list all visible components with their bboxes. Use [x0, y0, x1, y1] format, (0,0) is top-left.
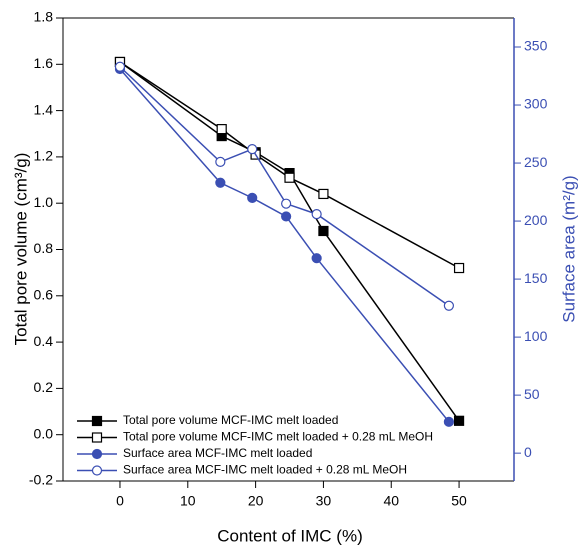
legend-label: Total pore volume MCF-IMC melt loaded — [123, 413, 338, 427]
series-line — [119, 61, 460, 422]
marker — [281, 211, 292, 222]
series-line — [119, 61, 460, 269]
y-tick-label: 0.2 — [34, 379, 54, 395]
marker — [453, 262, 465, 274]
marker — [311, 209, 322, 220]
marker — [281, 198, 292, 209]
marker — [215, 156, 226, 167]
y2-tick-label: 100 — [524, 328, 548, 344]
legend-label: Surface area MCF-IMC melt loaded + 0.28 … — [123, 463, 407, 477]
y-tick-label: 0.4 — [34, 333, 54, 349]
marker — [453, 415, 465, 426]
y-tick-label: 1.0 — [34, 194, 54, 210]
legend-label: Total pore volume MCF-IMC melt loaded + … — [123, 430, 433, 444]
marker — [311, 253, 322, 264]
x-tick-label: 20 — [248, 493, 264, 509]
marker — [247, 144, 258, 155]
legend-marker — [91, 448, 103, 460]
marker — [318, 188, 329, 200]
legend-marker — [91, 415, 103, 427]
marker — [216, 124, 227, 135]
x-tick-label: 50 — [451, 493, 467, 509]
y2-tick-label: 50 — [524, 386, 540, 402]
x-axis-label: Content of IMC (%) — [217, 526, 363, 545]
y-tick-label: 1.6 — [34, 55, 54, 71]
y-axis-label: Total pore volume (cm³/g) — [11, 153, 30, 346]
y-tick-label: 1.8 — [34, 9, 54, 25]
marker — [284, 172, 295, 183]
marker — [443, 416, 454, 427]
y-tick-label: 0.6 — [34, 287, 54, 303]
legend-marker — [91, 432, 103, 443]
y-tick-label: 0.0 — [34, 425, 54, 441]
y-tick-label: 0.8 — [34, 240, 54, 256]
y2-tick-label: 250 — [524, 154, 548, 170]
marker — [247, 192, 258, 203]
marker — [215, 177, 226, 188]
y2-axis-label: Surface area (m²/g) — [559, 175, 578, 322]
x-tick-label: 0 — [116, 493, 124, 509]
marker — [114, 61, 126, 72]
y-tick-label: 1.4 — [34, 101, 54, 117]
marker — [443, 300, 454, 311]
y2-tick-label: 0 — [524, 444, 532, 460]
series-line — [119, 66, 450, 307]
x-tick-label: 10 — [180, 493, 196, 509]
marker — [318, 225, 329, 237]
y-tick-label: -0.2 — [29, 472, 53, 488]
legend-marker — [91, 465, 103, 476]
y2-tick-label: 350 — [524, 38, 548, 54]
legend-label: Surface area MCF-IMC melt loaded — [123, 446, 312, 460]
y-tick-label: 1.2 — [34, 148, 54, 164]
y2-tick-label: 300 — [524, 96, 548, 112]
y2-tick-label: 150 — [524, 270, 548, 286]
x-tick-label: 30 — [316, 493, 332, 509]
x-tick-label: 40 — [383, 493, 399, 509]
y2-tick-label: 200 — [524, 212, 548, 228]
series-line — [119, 68, 450, 423]
